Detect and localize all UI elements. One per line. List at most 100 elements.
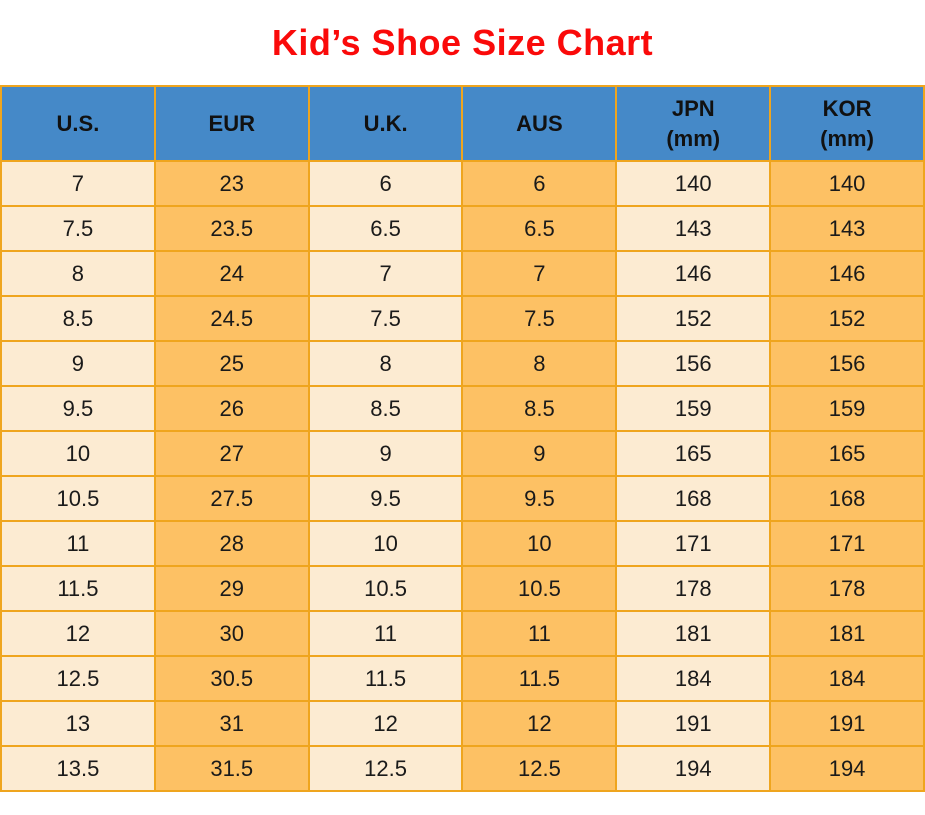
column-header-label: JPN xyxy=(671,95,715,121)
table-cell: 171 xyxy=(615,520,772,567)
column-header-label: AUS xyxy=(516,110,563,136)
table-cell: 7.5 xyxy=(0,205,156,252)
table-cell: 156 xyxy=(615,340,772,387)
table-row: 10 27 9 9 165 165 xyxy=(0,430,925,477)
table-cell: 10.5 xyxy=(0,475,156,522)
table-header: U.S. EUR U.K. AUS JPN (mm) KOR (mm) xyxy=(0,85,925,162)
page-title: Kid’s Shoe Size Chart xyxy=(271,21,654,63)
table-cell: 9.5 xyxy=(461,475,618,522)
table-cell: 11 xyxy=(461,610,618,657)
table-row: 12.5 30.5 11.5 11.5 184 184 xyxy=(0,655,925,702)
shoe-size-table: U.S. EUR U.K. AUS JPN (mm) KOR (mm) xyxy=(0,85,925,792)
table-row: 11 28 10 10 171 171 xyxy=(0,520,925,567)
table-cell: 146 xyxy=(769,250,925,297)
table-row: 10.5 27.5 9.5 9.5 168 168 xyxy=(0,475,925,522)
table-cell: 9 xyxy=(307,430,464,477)
table-cell: 159 xyxy=(615,385,772,432)
column-header-label: EUR xyxy=(208,110,255,136)
column-header-label: KOR xyxy=(822,95,872,121)
table-cell: 7.5 xyxy=(307,295,464,342)
table-cell: 168 xyxy=(615,475,772,522)
table-cell: 7 xyxy=(0,160,156,207)
table-cell: 10.5 xyxy=(461,565,618,612)
table-cell: 8 xyxy=(0,250,156,297)
table-cell: 29 xyxy=(153,565,310,612)
table-cell: 11.5 xyxy=(461,655,618,702)
table-cell: 11 xyxy=(307,610,464,657)
table-cell: 10.5 xyxy=(307,565,464,612)
table-cell: 171 xyxy=(769,520,925,567)
column-header-aus: AUS xyxy=(461,85,618,162)
table-cell: 9 xyxy=(461,430,618,477)
column-header-kor: KOR (mm) xyxy=(769,85,925,162)
table-cell: 184 xyxy=(769,655,925,702)
table-cell: 165 xyxy=(615,430,772,477)
table-cell: 12.5 xyxy=(307,745,464,792)
table-cell: 8 xyxy=(461,340,618,387)
table-cell: 27.5 xyxy=(153,475,310,522)
column-header-us: U.S. xyxy=(0,85,156,162)
table-cell: 24 xyxy=(153,250,310,297)
title-area: Kid’s Shoe Size Chart xyxy=(0,0,925,85)
table-cell: 6 xyxy=(307,160,464,207)
table-row: 11.5 29 10.5 10.5 178 178 xyxy=(0,565,925,612)
table-row: 13.5 31.5 12.5 12.5 194 194 xyxy=(0,745,925,792)
table-cell: 10 xyxy=(0,430,156,477)
table-body: 7 23 6 6 140 140 7.5 23.5 6.5 6.5 143 143 8 24 7 7 146 14… xyxy=(0,160,925,792)
table-cell: 194 xyxy=(769,745,925,792)
table-cell: 6.5 xyxy=(307,205,464,252)
table-cell: 140 xyxy=(615,160,772,207)
table-cell: 26 xyxy=(153,385,310,432)
table-cell: 8.5 xyxy=(0,295,156,342)
column-header-label: U.S. xyxy=(56,110,100,136)
table-row: 8 24 7 7 146 146 xyxy=(0,250,925,297)
table-cell: 12.5 xyxy=(0,655,156,702)
table-cell: 152 xyxy=(615,295,772,342)
table-cell: 140 xyxy=(769,160,925,207)
table-cell: 7 xyxy=(461,250,618,297)
table-cell: 7.5 xyxy=(461,295,618,342)
table-cell: 25 xyxy=(153,340,310,387)
table-cell: 8 xyxy=(307,340,464,387)
table-cell: 194 xyxy=(615,745,772,792)
table-cell: 181 xyxy=(769,610,925,657)
table-row: 13 31 12 12 191 191 xyxy=(0,700,925,747)
table-header-row: U.S. EUR U.K. AUS JPN (mm) KOR (mm) xyxy=(0,85,925,162)
table-cell: 156 xyxy=(769,340,925,387)
table-cell: 152 xyxy=(769,295,925,342)
column-header-jpn: JPN (mm) xyxy=(615,85,772,162)
column-header-sublabel: (mm) xyxy=(666,125,721,151)
table-cell: 8.5 xyxy=(307,385,464,432)
table-cell: 7 xyxy=(307,250,464,297)
table-cell: 23 xyxy=(153,160,310,207)
table-cell: 6.5 xyxy=(461,205,618,252)
table-row: 8.5 24.5 7.5 7.5 152 152 xyxy=(0,295,925,342)
table-cell: 12.5 xyxy=(461,745,618,792)
column-header-uk: U.K. xyxy=(307,85,464,162)
table-cell: 143 xyxy=(769,205,925,252)
table-cell: 184 xyxy=(615,655,772,702)
table-cell: 9 xyxy=(0,340,156,387)
table-cell: 191 xyxy=(769,700,925,747)
table-cell: 31 xyxy=(153,700,310,747)
table-row: 7.5 23.5 6.5 6.5 143 143 xyxy=(0,205,925,252)
table-cell: 24.5 xyxy=(153,295,310,342)
table-cell: 28 xyxy=(153,520,310,567)
table-cell: 12 xyxy=(0,610,156,657)
column-header-sublabel: (mm) xyxy=(820,125,874,151)
column-header-label: U.K. xyxy=(363,110,408,136)
table-row: 7 23 6 6 140 140 xyxy=(0,160,925,207)
table-cell: 12 xyxy=(461,700,618,747)
table-cell: 13 xyxy=(0,700,156,747)
table-cell: 13.5 xyxy=(0,745,156,792)
table-cell: 27 xyxy=(153,430,310,477)
table-cell: 143 xyxy=(615,205,772,252)
table-cell: 178 xyxy=(769,565,925,612)
table-cell: 30 xyxy=(153,610,310,657)
table-cell: 12 xyxy=(307,700,464,747)
table-row: 12 30 11 11 181 181 xyxy=(0,610,925,657)
table-cell: 23.5 xyxy=(153,205,310,252)
table-cell: 9.5 xyxy=(307,475,464,522)
table-cell: 31.5 xyxy=(153,745,310,792)
table-cell: 178 xyxy=(615,565,772,612)
